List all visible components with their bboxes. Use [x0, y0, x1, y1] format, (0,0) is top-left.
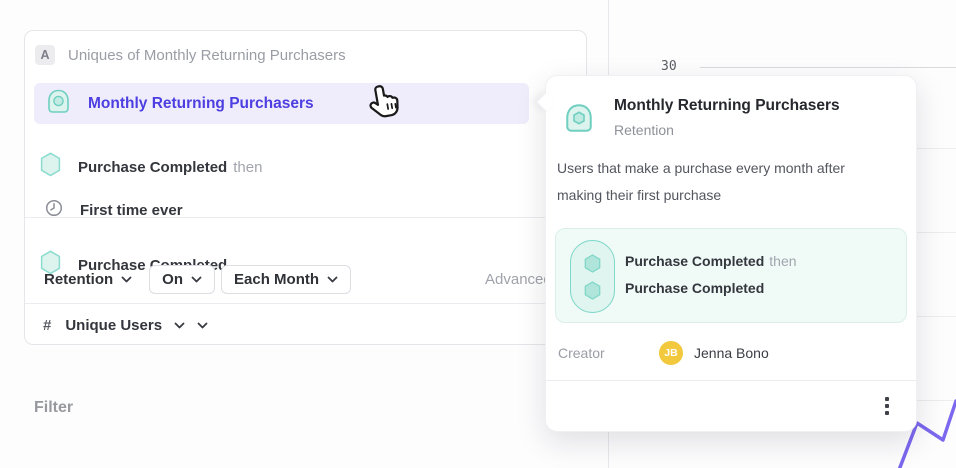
- cohort-tooltip: Monthly Returning Purchasers Retention U…: [536, 75, 917, 432]
- event-icon: [584, 280, 601, 300]
- chevron-down-icon[interactable]: [174, 322, 185, 329]
- clause-label: First time ever: [80, 202, 183, 219]
- divider: [25, 217, 586, 218]
- on-label: On: [162, 271, 184, 288]
- query-header: A Uniques of Monthly Returning Purchaser…: [35, 45, 346, 65]
- tooltip-description: Users that make a purchase every month a…: [557, 160, 845, 203]
- event-row-monthly-returning-purchasers[interactable]: Monthly Returning Purchasers: [34, 83, 529, 124]
- avatar: JB: [659, 341, 683, 365]
- on-dropdown[interactable]: On: [149, 265, 216, 294]
- divider: [546, 380, 916, 381]
- retention-mode-label: Retention: [44, 271, 114, 288]
- event-label: Purchase Completed: [78, 158, 228, 176]
- advanced-link[interactable]: Advanced: [485, 271, 552, 288]
- clause-row-first-time-ever[interactable]: First time ever: [45, 199, 183, 222]
- clock-icon: [45, 199, 63, 222]
- event-sequence-icon: [570, 240, 615, 313]
- retention-mode-dropdown[interactable]: Retention: [33, 265, 143, 294]
- cohort-icon: [47, 89, 70, 119]
- chevron-down-icon: [191, 276, 202, 283]
- query-builder-card: A Uniques of Monthly Returning Purchaser…: [24, 30, 587, 345]
- event-icon: [40, 250, 61, 280]
- series-badge: A: [35, 45, 55, 65]
- creator-name: Jenna Bono: [694, 345, 769, 361]
- measure-prefix: #: [43, 316, 52, 334]
- cohort-icon: [564, 103, 594, 138]
- chevron-down-icon: [327, 276, 338, 283]
- measure-label: Unique Users: [65, 316, 163, 334]
- tooltip-title: Monthly Returning Purchasers: [614, 97, 840, 114]
- definition-line-2: Purchase Completed: [625, 280, 765, 296]
- filter-section-title: Filter: [34, 399, 74, 416]
- definition-suffix: then: [769, 253, 797, 269]
- retention-controls: Retention On Each Month: [33, 265, 352, 294]
- event-icon: [584, 253, 601, 273]
- definition-event: Purchase Completed: [625, 253, 765, 269]
- interval-label: Each Month: [234, 271, 320, 288]
- interval-dropdown[interactable]: Each Month: [221, 265, 352, 294]
- divider: [25, 303, 586, 304]
- chevron-down-icon[interactable]: [197, 322, 208, 329]
- definition-line-1: Purchase Completed then: [625, 253, 797, 269]
- event-suffix: then: [233, 158, 263, 176]
- creator-label: Creator: [558, 345, 605, 361]
- event-icon: [40, 152, 61, 182]
- event-row-purchase-completed-1[interactable]: Purchase Completed then: [40, 152, 262, 182]
- query-header-title: Uniques of Monthly Returning Purchasers: [68, 46, 346, 64]
- cohort-definition-box: Purchase Completed then Purchase Complete…: [555, 228, 907, 323]
- y-axis-tick: 30: [661, 59, 677, 74]
- kebab-menu-icon[interactable]: [874, 393, 900, 419]
- chevron-down-icon: [121, 276, 132, 283]
- selected-event-label: Monthly Returning Purchasers: [88, 94, 314, 112]
- measure-selector[interactable]: # Unique Users: [43, 313, 208, 337]
- tooltip-type: Retention: [614, 122, 674, 138]
- gridline: [700, 67, 956, 68]
